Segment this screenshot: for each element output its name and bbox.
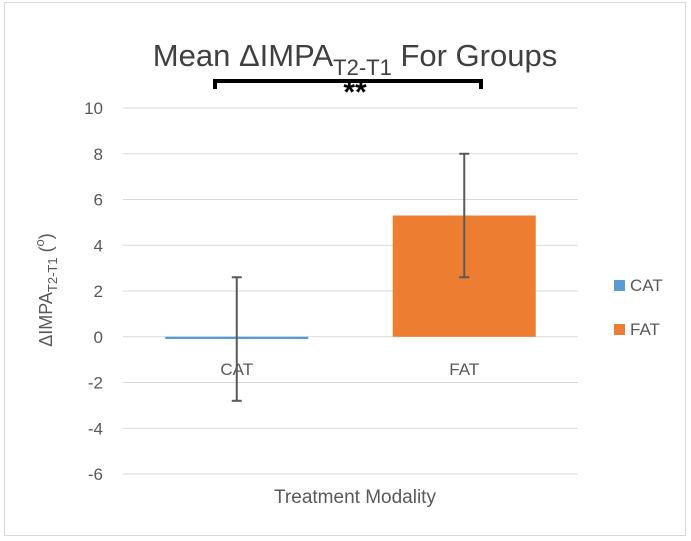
legend-label: FAT [630, 320, 660, 339]
y-tick-label: -4 [88, 419, 103, 438]
legend-swatch [614, 324, 625, 335]
y-tick-label: 8 [94, 145, 103, 164]
y-tick-label: -6 [88, 465, 103, 484]
chart-area [4, 2, 686, 536]
y-tick-label: 0 [94, 328, 103, 347]
legend-swatch [614, 280, 625, 291]
y-tick-label: 2 [94, 282, 103, 301]
y-tick-label: 10 [84, 99, 103, 118]
error-bars [231, 152, 470, 402]
x-axis-label: Treatment Modality [274, 487, 436, 508]
y-axis-label: ΔIMPAT2-T1 (o) [32, 233, 60, 347]
category-label: CAT [220, 360, 253, 379]
category-label: FAT [449, 360, 479, 379]
legend-label: CAT [630, 276, 663, 295]
bracket-line [213, 79, 483, 89]
chart-title: Mean ΔIMPAT2-T1 For Groups [153, 38, 557, 80]
y-tick-label: 6 [94, 191, 103, 210]
y-axis-tick-labels: 10 8 6 4 2 0 -2 -4 -6 [84, 99, 103, 484]
category-labels: CAT FAT [220, 360, 479, 379]
bars [165, 215, 536, 340]
significance-label: ** [343, 76, 367, 109]
legend: CAT FAT [614, 276, 663, 339]
y-tick-label: 4 [94, 236, 103, 255]
y-tick-label: -2 [88, 374, 103, 393]
significance-bracket: ** [213, 76, 483, 109]
